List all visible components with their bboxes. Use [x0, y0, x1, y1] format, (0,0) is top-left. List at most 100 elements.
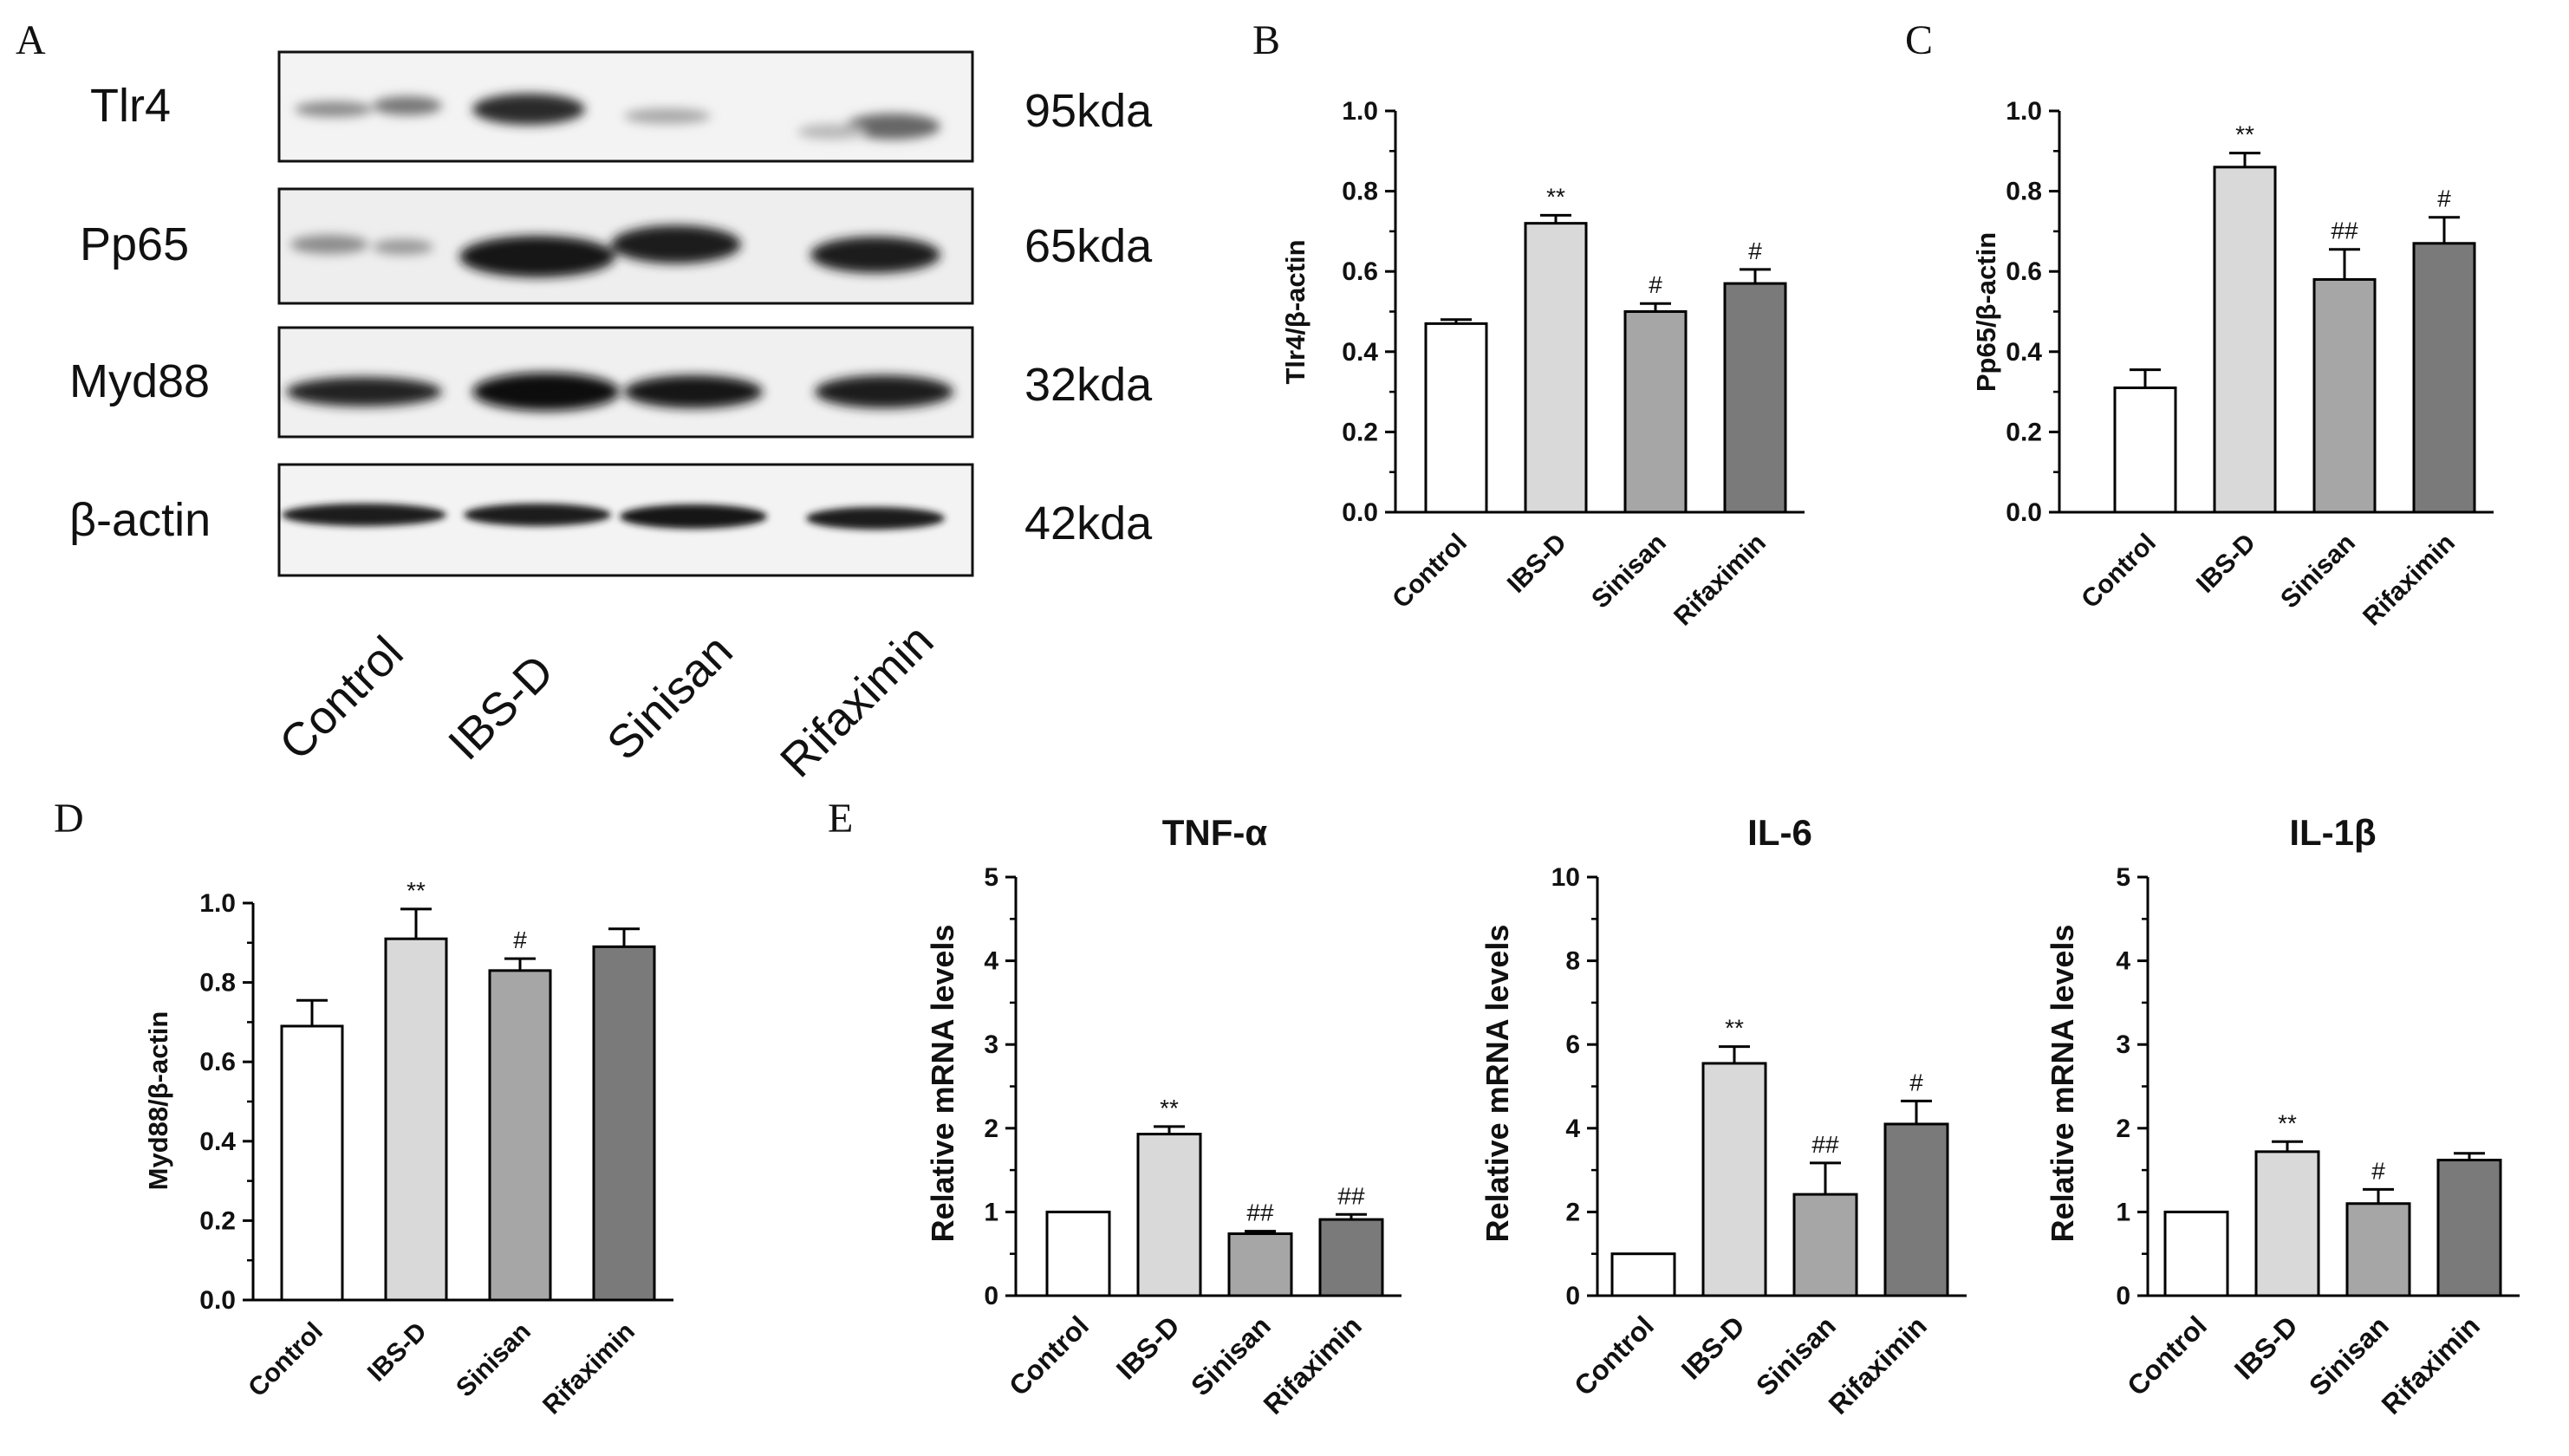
x-tick-label: Control	[243, 1317, 328, 1403]
y-tick-label: 1.0	[2006, 97, 2042, 126]
blot-bands-myd88	[286, 373, 953, 411]
y-tick-label: 0	[984, 1282, 998, 1310]
significance-mark: ##	[1811, 1131, 1839, 1158]
bar	[1227, 1232, 1293, 1297]
significance-mark: **	[406, 877, 426, 904]
y-tick-label: 8	[1565, 947, 1580, 976]
y-tick-label: 1	[984, 1198, 998, 1226]
y-tick-label: 5	[2116, 863, 2130, 892]
y-tick-label: 0.6	[199, 1048, 236, 1076]
chart-e-il6: 0 2 4 6 8 10 Relative mRNA levels IL-6 Control **…	[1480, 812, 1967, 1420]
bar	[1610, 1252, 1676, 1297]
bar	[2436, 1159, 2502, 1297]
x-tick-label: Control	[1003, 1310, 1095, 1401]
x-tick-label: IBS-D	[1502, 529, 1572, 599]
x-tick-label: Rifaximin	[1668, 529, 1772, 632]
panel-letter-d: D	[54, 796, 84, 842]
x-tick-label: Control	[2121, 1310, 2213, 1401]
x-tick-label: Sinisan	[1185, 1310, 1277, 1401]
chart-title: IL-6	[1747, 812, 1812, 853]
chart-title: TNF-α	[1162, 812, 1268, 853]
y-tick-label: 6	[1565, 1030, 1580, 1059]
x-tick-label: Sinisan	[451, 1317, 537, 1403]
chart-title: IL-1β	[2289, 812, 2376, 853]
y-tick-label: 0.0	[1342, 498, 1378, 527]
panel-letter-a: A	[16, 17, 46, 63]
y-axis-title: Relative mRNA levels	[1480, 925, 1515, 1243]
bar	[1623, 310, 1688, 514]
chart-e-il1b: 0 1 2 3 4 5 Relative mRNA levels IL-1β Control **…	[2045, 812, 2520, 1420]
x-tick-label: IBS-D	[2228, 1310, 2304, 1385]
blot-bands-tlr4	[295, 94, 940, 140]
x-tick-label: IBS-D	[362, 1317, 433, 1388]
bar	[1524, 222, 1588, 514]
significance-mark: **	[1546, 183, 1565, 210]
blot-bands-pp65	[290, 225, 940, 277]
blot-label-myd88: Myd88	[69, 355, 210, 407]
panel-letter-b: B	[1252, 17, 1280, 63]
significance-mark: **	[2278, 1109, 2297, 1136]
y-tick-label: 2	[1565, 1198, 1580, 1226]
bar	[1045, 1210, 1111, 1297]
bar	[1723, 282, 1787, 514]
y-tick-label: 0.0	[2006, 498, 2042, 527]
significance-mark: **	[1725, 1015, 1744, 1042]
x-tick-label: Rifaximin	[1258, 1310, 1368, 1420]
bar	[2163, 1210, 2229, 1297]
x-tick-label: Control	[1387, 529, 1473, 614]
y-tick-label: 3	[984, 1030, 998, 1059]
y-tick-label: 0.2	[2006, 418, 2042, 446]
blot-size-tlr4: 95kda	[1024, 85, 1153, 137]
significance-mark: #	[1649, 271, 1662, 298]
blot-label-tlr4: Tlr4	[90, 80, 171, 132]
significance-mark: ##	[1246, 1199, 1274, 1226]
significance-mark: ##	[2331, 218, 2358, 244]
y-axis-title: Tlr4/β-actin	[1280, 239, 1311, 384]
significance-mark: #	[513, 926, 527, 953]
x-tick-label: Control	[1568, 1310, 1660, 1401]
bar	[2312, 277, 2377, 514]
x-tick-label: Rifaximin	[2376, 1310, 2486, 1420]
x-tick-label: IBS-D	[2191, 529, 2261, 599]
panel-letter-e: E	[828, 796, 853, 842]
chart-d-myd88: 0.0 0.2 0.4 0.6 0.8 1.0 Myd88/β-actin Control **…	[143, 877, 673, 1420]
y-tick-label: 4	[984, 947, 998, 976]
x-tick-label: Sinisan	[2303, 1310, 2395, 1401]
y-tick-label: 0.4	[199, 1128, 236, 1156]
x-tick-label: Sinisan	[2275, 529, 2361, 614]
significance-mark: #	[1748, 237, 1762, 264]
x-tick-label: Rifaximin	[2358, 529, 2461, 632]
y-tick-label: 0.8	[2006, 178, 2042, 206]
blot-size-myd88: 32kda	[1024, 359, 1153, 411]
blot-bands-beta-actin	[282, 504, 945, 530]
blot-lane-control: Control	[270, 627, 413, 770]
significance-mark: #	[1909, 1069, 1923, 1095]
bar	[2254, 1150, 2320, 1297]
blot-label-pp65: Pp65	[80, 218, 189, 270]
significance-mark: **	[2235, 121, 2254, 148]
bar	[1136, 1133, 1202, 1297]
x-tick-label: Sinisan	[1586, 529, 1672, 614]
bar	[1701, 1062, 1767, 1297]
y-tick-label: 0.6	[2006, 257, 2042, 286]
y-tick-label: 10	[1551, 863, 1580, 892]
significance-mark: **	[1160, 1095, 1179, 1121]
x-tick-label: IBS-D	[1110, 1310, 1186, 1385]
y-tick-label: 0.8	[1342, 178, 1378, 206]
y-axis-title: Myd88/β-actin	[143, 1011, 173, 1191]
panel-letter-c: C	[1905, 17, 1933, 63]
x-tick-label: Control	[2076, 529, 2162, 614]
y-tick-label: 5	[984, 863, 998, 892]
blot-lane-rifaximin: Rifaximin	[771, 614, 943, 787]
x-tick-label: Sinisan	[1750, 1310, 1842, 1401]
y-tick-label: 0.4	[1342, 338, 1378, 367]
bar	[1318, 1218, 1384, 1297]
y-axis-title: Pp65/β-actin	[1971, 232, 2001, 392]
bar	[1883, 1122, 1949, 1297]
chart-c-pp65: 0.0 0.2 0.4 0.6 0.8 1.0 Pp65/β-actin Control ** I…	[1971, 97, 2494, 631]
y-tick-label: 1.0	[1342, 97, 1378, 126]
bar	[2113, 386, 2177, 514]
significance-mark: #	[2371, 1157, 2385, 1184]
y-tick-label: 0.6	[1342, 257, 1378, 286]
